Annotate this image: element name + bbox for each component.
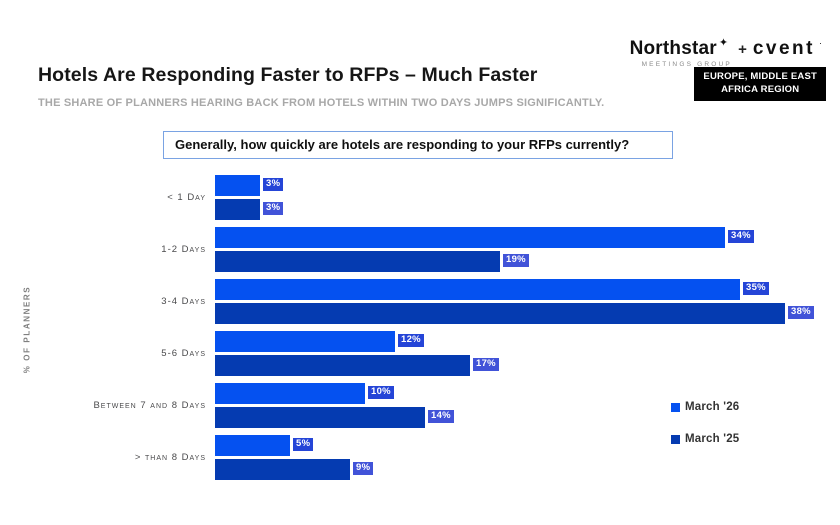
chart-legend: March '26 March '25 (671, 401, 739, 465)
bar-row: 9% (215, 459, 840, 480)
survey-question-box: Generally, how quickly are hotels are re… (163, 131, 673, 159)
bar-row: 38% (215, 303, 840, 324)
value-label: 34% (728, 230, 754, 244)
bar-row: 3% (215, 199, 840, 220)
legend-swatch-march-26 (671, 402, 680, 412)
cvent-wordmark: cvent (752, 38, 815, 59)
bar-march26 (215, 227, 725, 248)
legend-label-march-25: March '25 (685, 433, 740, 445)
northstar-cvent-logo: Northstar ✦ + cvent · MEETINGS GROUP (629, 37, 824, 68)
region-badge: EUROPE, MIDDLE EAST AFRICA REGION (694, 67, 826, 101)
value-label: 14% (428, 410, 454, 424)
bar-march25 (215, 355, 470, 376)
value-label: 3% (263, 178, 284, 192)
bar-group: > than 8 Days 5% 9% (0, 435, 840, 487)
bar-group: 1-2 Days 34% 19% (0, 227, 840, 279)
value-label: 19% (503, 254, 529, 268)
value-label: 17% (473, 358, 499, 372)
region-badge-line1: EUROPE, MIDDLE EAST (703, 71, 817, 82)
bar-row: 12% (215, 331, 840, 352)
category-label: 1-2 Days (161, 244, 206, 255)
category-label: 3-4 Days (161, 296, 206, 307)
bar-march25 (215, 251, 500, 272)
bar-march26 (215, 331, 395, 352)
value-label: 10% (368, 386, 394, 400)
value-label: 3% (263, 202, 284, 216)
bar-row: 35% (215, 279, 840, 300)
logo-plus-sign: + (738, 41, 747, 58)
value-label: 35% (743, 282, 769, 296)
page-title: Hotels Are Responding Faster to RFPs – M… (38, 64, 538, 86)
northstar-star-icon: ✦ (718, 37, 729, 49)
value-label: 38% (788, 306, 814, 320)
bar-row: 34% (215, 227, 840, 248)
value-label: 9% (353, 462, 374, 476)
legend-swatch-march-25 (671, 434, 680, 444)
legend-item-march-26: March '26 (671, 401, 739, 413)
meetings-group-tagline: MEETINGS GROUP (641, 61, 732, 68)
category-label: Between 7 and 8 Days (93, 400, 206, 411)
bar-march25 (215, 407, 425, 428)
bar-march26 (215, 175, 260, 196)
region-badge-line2: AFRICA REGION (721, 83, 800, 95)
category-label: 5-6 Days (161, 348, 206, 359)
bar-chart: < 1 Day 3% 3% 1-2 Days 34% 19% 3-4 Days 35% 38% 5… (0, 175, 840, 487)
bar-group: 5-6 Days 12% 17% (0, 331, 840, 383)
bar-row: 17% (215, 355, 840, 376)
category-label: < 1 Day (167, 192, 206, 203)
bar-row: 5% (215, 435, 840, 456)
value-label: 12% (398, 334, 424, 348)
bar-group: 3-4 Days 35% 38% (0, 279, 840, 331)
bar-march26 (215, 435, 290, 456)
bar-group: < 1 Day 3% 3% (0, 175, 840, 227)
bar-row: 19% (215, 251, 840, 272)
bar-march26 (215, 279, 740, 300)
bar-march25 (215, 303, 785, 324)
subtitle: THE SHARE OF PLANNERS HEARING BACK FROM … (38, 97, 605, 109)
value-label: 5% (293, 438, 314, 452)
legend-item-march-25: March '25 (671, 433, 739, 445)
bar-group: Between 7 and 8 Days 10% 14% (0, 383, 840, 435)
bar-row: 3% (215, 175, 840, 196)
bar-march25 (215, 199, 260, 220)
category-label: > than 8 Days (134, 452, 206, 463)
legend-label-march-26: March '26 (685, 401, 740, 413)
bar-march26 (215, 383, 365, 404)
bar-row: 10% (215, 383, 840, 404)
bar-march25 (215, 459, 350, 480)
cvent-trademark-dot: · (819, 38, 822, 48)
bar-row: 14% (215, 407, 840, 428)
northstar-wordmark: Northstar (629, 38, 717, 59)
